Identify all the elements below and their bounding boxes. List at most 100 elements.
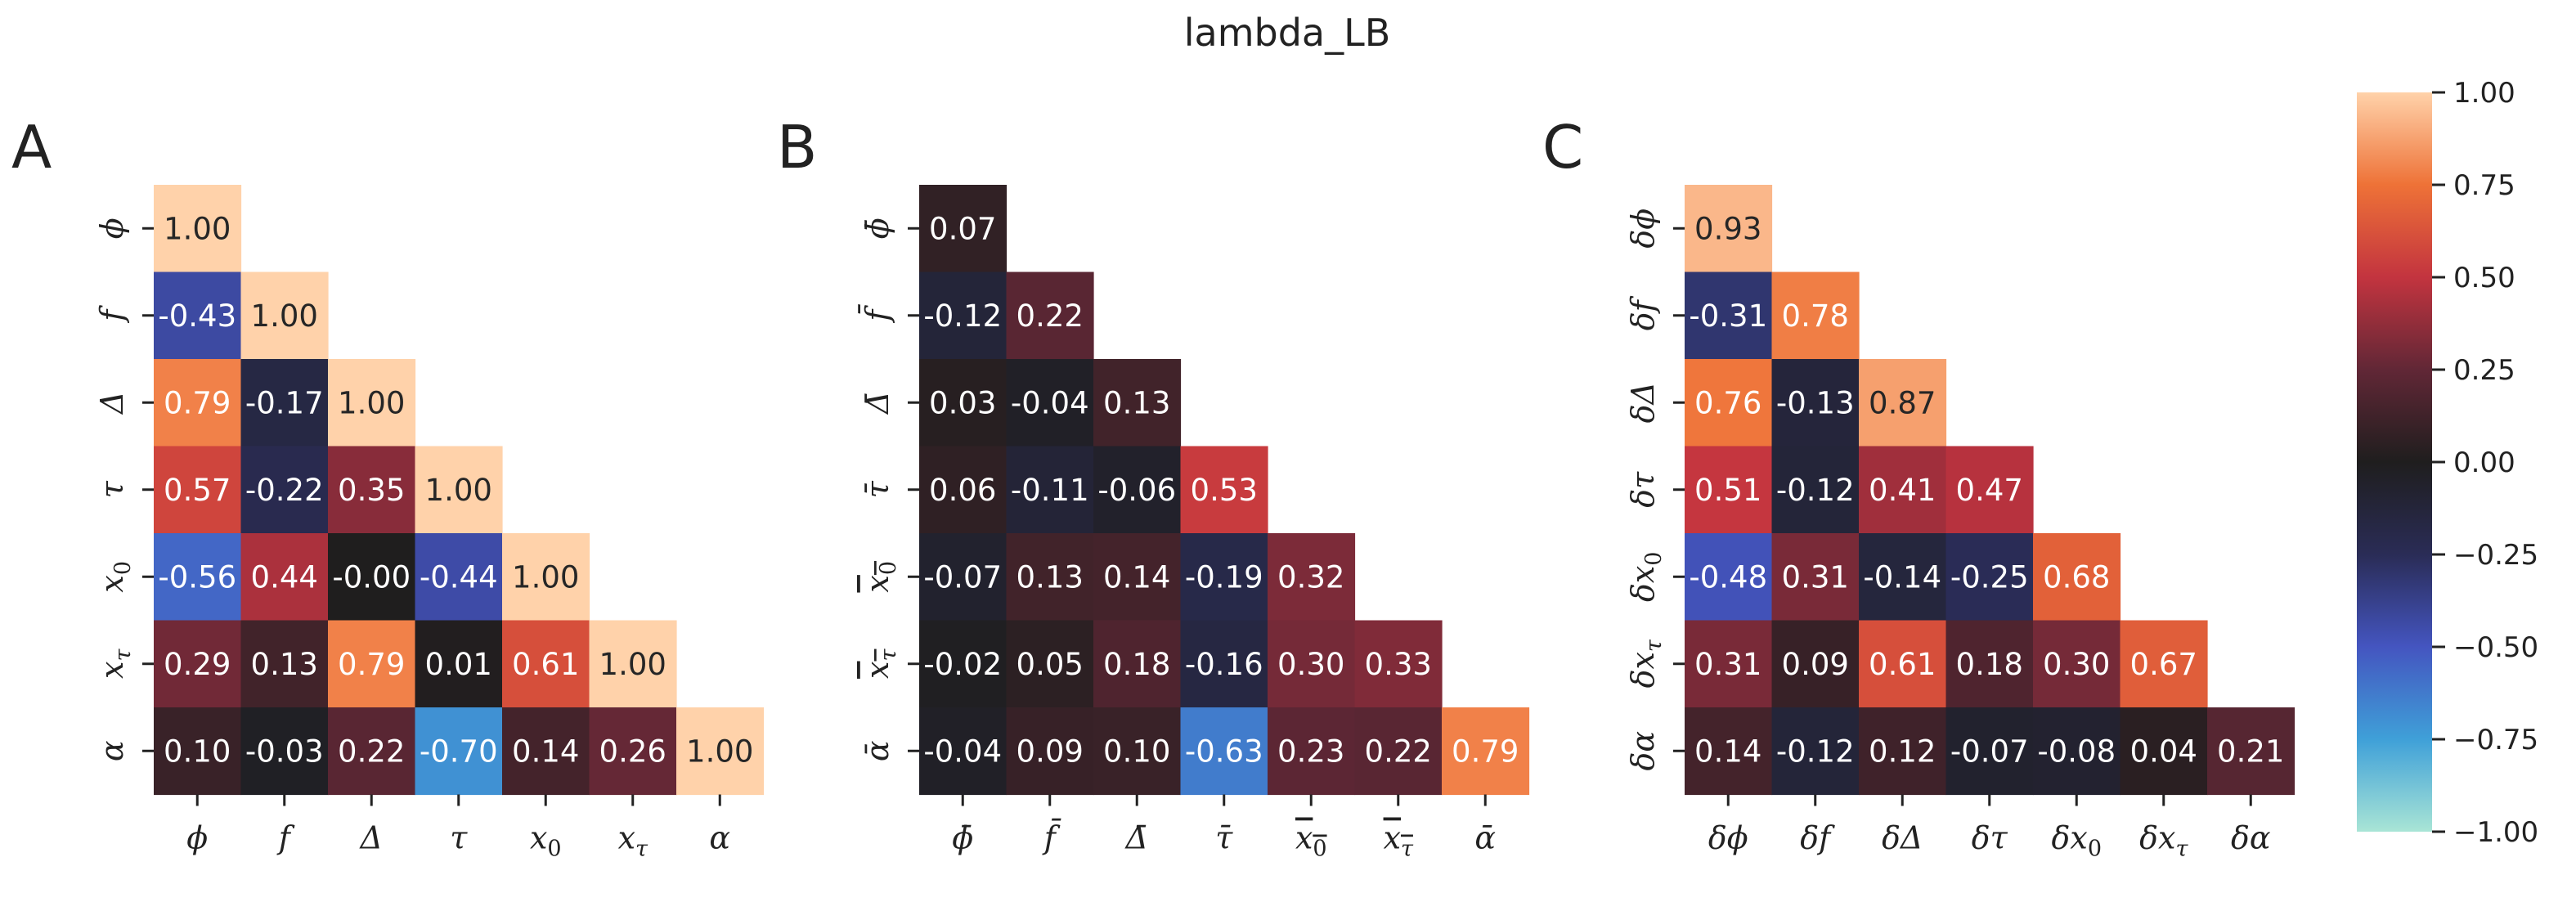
cell-value-label: 0.22 — [1016, 298, 1084, 334]
heatmap-cell — [1685, 446, 1773, 534]
heatmap-cell — [919, 359, 1008, 447]
heatmap-cell — [676, 707, 765, 796]
x-tick-label: ϕ̄ — [952, 820, 973, 856]
cell-value-label: 0.18 — [1956, 647, 2023, 682]
panel-letter-c: C — [1542, 113, 1583, 182]
heatmap-cell — [919, 707, 1008, 796]
y-tick-label: δτ — [1625, 471, 1661, 508]
cell-value-label: -0.12 — [1776, 473, 1855, 508]
cell-value-label: 0.35 — [338, 473, 405, 508]
heatmap-cell — [919, 185, 1008, 273]
cell-value-label: -0.04 — [923, 734, 1002, 769]
heatmap-cell — [1006, 707, 1094, 796]
heatmap-cell — [1859, 533, 1947, 622]
x-tick-label: xτ — [618, 820, 648, 862]
y-tick-label: ϕ — [94, 218, 130, 239]
y-tick-label: xτ — [94, 648, 136, 679]
heatmap-cell — [1771, 446, 1860, 534]
colorbar-tick-label: 0.75 — [2453, 169, 2515, 202]
colorbar-tick-label: 0.00 — [2453, 447, 2515, 479]
x-tick-label: Δ — [359, 820, 383, 856]
cell-value-label: 0.76 — [1694, 385, 1761, 420]
cell-value-label: 0.23 — [1277, 734, 1344, 769]
colorbar-tick-label: 0.50 — [2453, 262, 2515, 294]
cell-value-label: -0.19 — [1185, 559, 1263, 595]
heatmap-cell — [1771, 359, 1860, 447]
cell-value-label: 0.47 — [1956, 473, 2023, 508]
y-tick-label: ϕ̄ — [859, 218, 895, 239]
cell-value-label: 0.04 — [2130, 734, 2197, 769]
x-tick-label: δx0 — [2052, 820, 2103, 862]
x-tick-label: ᾱ — [1474, 820, 1496, 856]
heatmap-cell — [1859, 707, 1947, 796]
x-tick-label: δxτ — [2139, 820, 2188, 862]
heatmap-cell — [502, 533, 590, 622]
heatmap-cell — [502, 707, 590, 796]
heatmap-cell — [1006, 359, 1094, 447]
y-tick-label: τ̄ — [859, 480, 895, 498]
cell-value-label: 0.12 — [1869, 734, 1936, 769]
heatmap-cell — [1006, 272, 1094, 360]
heatmap-cell — [2033, 533, 2121, 622]
x-tick-label: δϕ — [1708, 820, 1748, 856]
cell-value-label: 0.61 — [1869, 647, 1936, 682]
heatmap-cell — [1006, 446, 1094, 534]
heatmap-cell — [919, 533, 1008, 622]
heatmap-cell — [1859, 620, 1947, 708]
y-tick-label: f — [94, 305, 130, 324]
colorbar-ticks: 1.00 0.75 0.50 0.25 0.00 −0.25 −0.50 −0.75 −1.00 — [2432, 77, 2538, 849]
cell-value-label: 0.93 — [1694, 211, 1761, 246]
y-tick-label: δΔ — [1625, 382, 1661, 423]
cell-value-label: 0.32 — [1277, 559, 1344, 595]
x-tick-label: xτ — [1384, 820, 1414, 862]
heatmap-cell — [154, 446, 242, 534]
heatmap-cell — [1093, 620, 1182, 708]
cell-value-label: 0.79 — [1452, 734, 1519, 769]
x-tick-label: f̄ — [1042, 819, 1062, 855]
cell-value-label: 0.33 — [1365, 647, 1432, 682]
cell-value-label: 0.10 — [1103, 734, 1170, 769]
cell-value-label: -0.70 — [420, 734, 498, 769]
heatmap-cell — [1180, 707, 1268, 796]
heatmap-cell — [1006, 620, 1094, 708]
cell-value-label: -0.08 — [2037, 734, 2116, 769]
heatmap-cell — [1093, 359, 1182, 447]
cell-value-label: -0.07 — [1950, 734, 2029, 769]
x-tick-label: x0 — [530, 820, 562, 862]
cell-value-label: 1.00 — [251, 298, 318, 334]
heatmap-cell — [415, 533, 503, 622]
cell-value-label: 0.29 — [164, 647, 231, 682]
heatmap-cell — [1180, 446, 1268, 534]
figure-title: lambda_LB — [1184, 11, 1391, 55]
cell-value-label: -0.03 — [245, 734, 324, 769]
heatmap-cell — [1685, 272, 1773, 360]
heatmap-cells: 0.93 -0.31 0.78 0.76 -0.13 0.87 0.51 -0.12 0.41 0… — [1685, 185, 2296, 796]
x-tick-label: α — [709, 820, 730, 856]
heatmap-cell — [919, 446, 1008, 534]
cell-value-label: 1.00 — [164, 211, 231, 246]
x-tick-label: δΔ — [1882, 820, 1923, 856]
colorbar-gradient — [2357, 92, 2432, 832]
heatmap-cell — [1859, 446, 1947, 534]
cell-value-label: 0.26 — [599, 734, 666, 769]
cell-value-label: 0.07 — [929, 211, 996, 246]
cell-value-label: 1.00 — [338, 385, 405, 420]
colorbar-tick-label: −0.50 — [2453, 631, 2538, 664]
cell-value-label: 0.05 — [1016, 647, 1084, 682]
panel-letter-a: A — [11, 113, 52, 182]
cell-value-label: 0.13 — [251, 647, 318, 682]
cell-value-label: -0.17 — [245, 385, 324, 420]
heatmap-cell — [1268, 533, 1356, 622]
heatmap-cell — [2207, 707, 2296, 796]
y-tick-label: Δ — [94, 392, 130, 415]
heatmap-cell — [240, 359, 329, 447]
y-tick-label: δα — [1625, 731, 1661, 771]
heatmap-cell — [1006, 533, 1094, 622]
y-tick-label: δxτ — [1625, 639, 1667, 688]
cell-value-label: 0.14 — [1694, 734, 1761, 769]
heatmap-cell — [415, 707, 503, 796]
heatmap-cell — [1685, 359, 1773, 447]
heatmap-cell — [328, 533, 416, 622]
cell-value-label: -0.48 — [1689, 559, 1767, 595]
cell-value-label: -0.22 — [245, 473, 324, 508]
